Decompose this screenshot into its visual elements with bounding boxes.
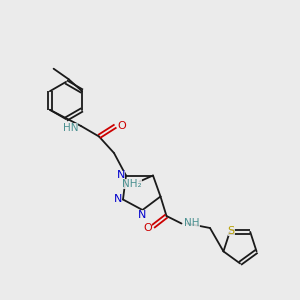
Text: HN: HN <box>63 123 78 134</box>
Text: S: S <box>228 226 235 236</box>
Text: O: O <box>143 223 152 233</box>
Text: N: N <box>138 210 147 220</box>
Text: N: N <box>113 194 122 205</box>
Text: NH₂: NH₂ <box>122 179 142 190</box>
Text: NH: NH <box>184 218 200 229</box>
Text: O: O <box>118 121 127 131</box>
Text: N: N <box>116 170 125 181</box>
